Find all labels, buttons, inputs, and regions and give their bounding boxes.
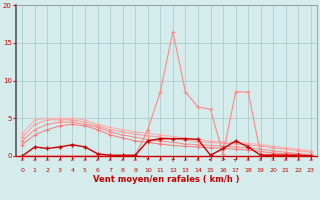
X-axis label: Vent moyen/en rafales ( km/h ): Vent moyen/en rafales ( km/h ) bbox=[93, 175, 240, 184]
